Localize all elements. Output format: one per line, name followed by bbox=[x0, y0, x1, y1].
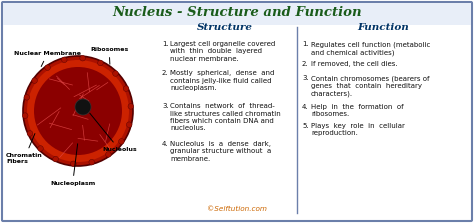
Circle shape bbox=[22, 113, 28, 118]
Text: 4.: 4. bbox=[162, 141, 169, 147]
Circle shape bbox=[53, 156, 58, 162]
Text: 2.: 2. bbox=[302, 61, 309, 67]
Text: Nucleus - Structure and Function: Nucleus - Structure and Function bbox=[112, 6, 362, 19]
Circle shape bbox=[113, 71, 118, 76]
Circle shape bbox=[34, 67, 122, 155]
Text: Regulates cell function (metabolic
and chemical activities): Regulates cell function (metabolic and c… bbox=[311, 41, 430, 56]
Circle shape bbox=[118, 139, 124, 144]
Text: ©Selftution.com: ©Selftution.com bbox=[207, 206, 267, 212]
Text: Structure: Structure bbox=[197, 23, 253, 33]
Circle shape bbox=[80, 55, 85, 61]
Text: Contain chromosomes (bearers of
genes  that  contain  hereditary
characters).: Contain chromosomes (bearers of genes th… bbox=[311, 75, 429, 97]
Circle shape bbox=[98, 60, 103, 66]
Circle shape bbox=[123, 86, 129, 91]
FancyBboxPatch shape bbox=[3, 3, 471, 25]
Text: If removed, the cell dies.: If removed, the cell dies. bbox=[311, 61, 398, 67]
Text: Plays  key  role  in  cellular
reproduction.: Plays key role in cellular reproduction. bbox=[311, 123, 405, 136]
Text: Nucleoplasm: Nucleoplasm bbox=[50, 144, 95, 186]
Text: Nucleolus  is  a  dense  dark,
granular structure without  a
membrane.: Nucleolus is a dense dark, granular stru… bbox=[170, 141, 271, 162]
Text: 2.: 2. bbox=[162, 70, 169, 76]
Circle shape bbox=[89, 159, 94, 165]
Text: 1.: 1. bbox=[162, 41, 169, 47]
Text: Nuclear Membrane: Nuclear Membrane bbox=[14, 51, 81, 66]
FancyBboxPatch shape bbox=[2, 2, 472, 221]
Circle shape bbox=[27, 60, 129, 162]
Text: Help  in  the  formation  of
ribosomes.: Help in the formation of ribosomes. bbox=[311, 104, 404, 118]
Text: Contains  network  of  thread-
like structures called chromatin
fibers which con: Contains network of thread- like structu… bbox=[170, 103, 281, 132]
Text: 3.: 3. bbox=[162, 103, 169, 109]
Circle shape bbox=[128, 103, 134, 109]
Text: Mostly  spherical,  dense  and
contains jelly-like fluid called
nucleoplasm.: Mostly spherical, dense and contains jel… bbox=[170, 70, 274, 91]
Circle shape bbox=[62, 57, 67, 63]
Circle shape bbox=[45, 65, 50, 70]
Circle shape bbox=[27, 131, 33, 136]
Text: Largest cell organelle covered
with  thin  double  layered
nuclear membrane.: Largest cell organelle covered with thin… bbox=[170, 41, 275, 62]
Text: Ribosomes: Ribosomes bbox=[90, 47, 128, 64]
Circle shape bbox=[127, 122, 132, 128]
Text: Function: Function bbox=[357, 23, 409, 33]
Circle shape bbox=[23, 56, 133, 166]
Text: 4.: 4. bbox=[302, 104, 309, 110]
Text: 3.: 3. bbox=[302, 75, 309, 81]
Text: 5.: 5. bbox=[302, 123, 309, 129]
Circle shape bbox=[106, 152, 111, 157]
Text: Chromatin
Fibers: Chromatin Fibers bbox=[6, 134, 43, 164]
Circle shape bbox=[38, 146, 43, 151]
Circle shape bbox=[32, 78, 37, 83]
Text: Nucleolus: Nucleolus bbox=[90, 113, 137, 152]
Circle shape bbox=[24, 95, 29, 100]
Circle shape bbox=[75, 99, 91, 115]
Text: 1.: 1. bbox=[302, 41, 309, 47]
Circle shape bbox=[71, 161, 76, 167]
